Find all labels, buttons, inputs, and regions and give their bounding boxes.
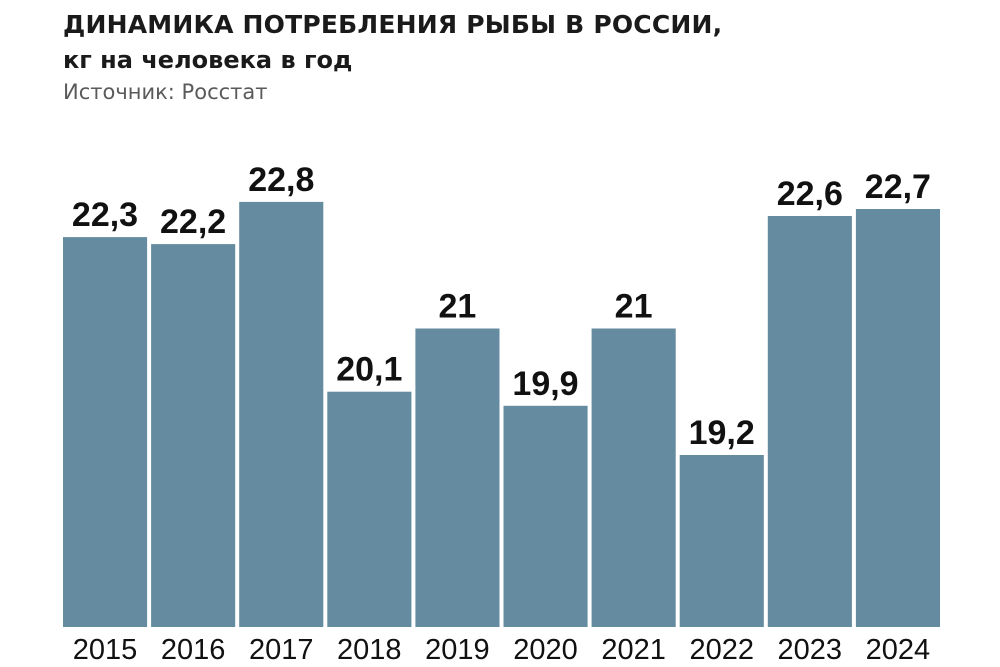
value-label-2021: 21	[615, 288, 653, 326]
bar-2021	[591, 328, 676, 627]
bar-2023	[767, 216, 852, 627]
bar-2015	[63, 237, 148, 627]
value-label-2024: 22,7	[865, 168, 931, 206]
value-label-2015: 22,3	[72, 196, 138, 234]
value-labels-group: 22,3 22,2 22,8 20,1 21 19,9 21 19,2 22,6 22,7	[72, 161, 931, 452]
x-tick-label-2017: 2017	[249, 634, 314, 666]
bars-group	[63, 201, 940, 627]
chart-title: ДИНАМИКА ПОТРЕБЛЕНИЯ РЫБЫ В РОССИИ,	[63, 10, 723, 39]
x-tick-label-2020: 2020	[513, 634, 578, 666]
x-tick-label-2024: 2024	[866, 634, 931, 666]
x-tick-label-2021: 2021	[601, 634, 666, 666]
value-label-2022: 19,2	[689, 414, 755, 452]
bar-2024	[855, 209, 940, 627]
x-tick-label-2023: 2023	[778, 634, 843, 666]
value-label-2016: 22,2	[160, 203, 226, 241]
x-tick-label-2015: 2015	[73, 634, 138, 666]
value-label-2017: 22,8	[248, 161, 314, 199]
x-tick-label-2022: 2022	[689, 634, 754, 666]
bar-2022	[679, 455, 764, 627]
chart-subtitle: кг на человека в год	[63, 46, 353, 74]
value-label-2019: 21	[438, 288, 476, 326]
x-tick-labels-group: 2015 2016 2017 2018 2019 2020 2021 2022 2023 2024	[73, 634, 930, 666]
value-label-2020: 19,9	[512, 365, 578, 403]
value-label-2018: 20,1	[336, 351, 402, 389]
bar-2019	[415, 328, 500, 627]
x-tick-label-2016: 2016	[161, 634, 226, 666]
x-tick-label-2019: 2019	[425, 634, 490, 666]
value-label-2023: 22,6	[777, 175, 843, 213]
bar-2018	[327, 391, 412, 627]
bar-2017	[239, 201, 324, 627]
bar-2016	[151, 244, 236, 627]
chart-source: Источник: Росстат	[63, 80, 268, 104]
x-tick-label-2018: 2018	[337, 634, 402, 666]
bar-2020	[503, 405, 588, 627]
